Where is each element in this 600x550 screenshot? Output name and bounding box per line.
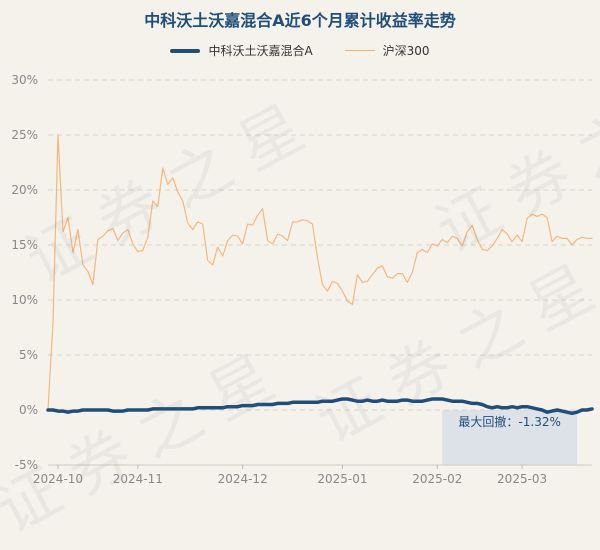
legend-swatch-fund [170, 48, 201, 53]
max-drawdown-label: 最大回撤：-1.32% [458, 414, 560, 429]
x-tick-label: 2024-10 [33, 472, 83, 486]
y-tick-label: 10% [11, 293, 38, 307]
y-tick-label: 5% [19, 348, 38, 362]
legend-label-fund: 中科沃土沃嘉混合A [208, 44, 313, 58]
index-series-line [47, 134, 593, 411]
x-tick-label: 2024-11 [113, 472, 163, 486]
x-tick-label: 2025-01 [317, 472, 367, 486]
y-tick-label: 20% [11, 183, 38, 197]
y-tick-label: 0% [19, 403, 38, 417]
line-chart: -5% 0% 5% 10% 15% 20% 25% 30% 2024-10 2024-11 2024… [11, 73, 594, 486]
legend-item-index[interactable]: 沪深300 [344, 42, 430, 59]
y-tick-label: 15% [11, 238, 38, 252]
y-tick-label: 30% [11, 73, 38, 87]
x-tick-label: 2025-02 [412, 472, 462, 486]
chart-title: 中科沃土沃嘉混合A近6个月累计收益率走势 [144, 11, 456, 30]
x-tick-label: 2025-03 [497, 472, 547, 486]
fund-series-line [46, 397, 594, 416]
legend-swatch-index [344, 49, 375, 52]
drawdown-region [442, 410, 578, 465]
chart-legend: 中科沃土沃嘉混合A 沪深300 [0, 42, 600, 59]
y-tick-label: -5% [15, 458, 38, 472]
x-tick-label: 2024-12 [218, 472, 268, 486]
y-tick-label: 25% [11, 128, 38, 142]
legend-label-index: 沪深300 [382, 44, 430, 58]
legend-item-fund[interactable]: 中科沃土沃嘉混合A [170, 42, 313, 59]
